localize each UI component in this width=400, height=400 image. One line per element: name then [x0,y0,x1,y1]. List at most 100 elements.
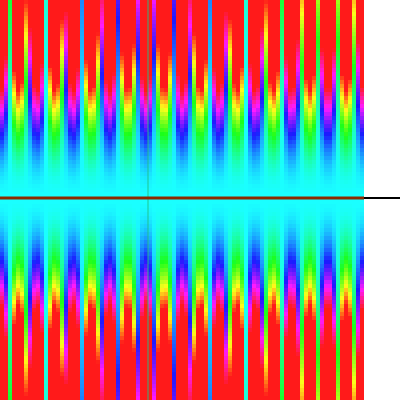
color-cell [324,132,328,136]
color-cell [176,88,180,92]
color-cell [44,80,48,84]
color-cell [340,76,344,80]
color-cell [336,204,340,208]
color-cell [168,136,172,140]
color-cell [96,144,100,148]
color-cell [128,48,132,52]
color-cell [128,8,132,12]
color-cell [112,124,116,128]
color-cell [164,64,168,68]
color-cell [36,12,40,16]
color-cell [152,84,156,88]
color-cell [348,92,352,96]
color-cell [128,148,132,152]
color-cell [280,212,284,216]
color-cell [288,216,292,220]
color-cell [24,144,28,148]
color-cell [168,44,172,48]
color-cell [176,28,180,32]
color-cell [356,192,360,196]
color-cell [72,76,76,80]
color-cell [200,184,204,188]
color-cell [148,100,152,104]
color-cell [356,156,360,160]
color-cell [124,104,128,108]
color-cell [292,64,296,68]
color-cell [44,140,48,144]
color-cell [208,192,212,196]
color-cell [248,116,252,120]
color-cell [28,96,32,100]
color-cell [36,128,40,132]
color-cell [280,144,284,148]
color-cell [348,172,352,176]
color-cell [300,24,304,28]
color-cell [248,44,252,48]
color-cell [312,120,316,124]
color-cell [64,8,68,12]
color-cell [300,108,304,112]
color-cell [256,152,260,156]
color-cell [72,36,76,40]
color-cell [144,64,148,68]
color-cell [288,164,292,168]
color-cell [60,204,64,208]
color-cell [220,124,224,128]
color-cell [344,44,348,48]
color-cell [116,192,120,196]
color-cell [104,188,108,192]
color-cell [148,28,152,32]
color-cell [164,160,168,164]
color-cell [236,100,240,104]
color-cell [316,12,320,16]
color-cell [232,80,236,84]
color-cell [232,148,236,152]
color-cell [92,68,96,72]
color-cell [348,36,352,40]
color-cell [72,12,76,16]
color-cell [0,56,4,60]
color-cell [328,20,332,24]
color-cell [248,128,252,132]
color-cell [28,200,32,204]
color-cell [88,88,92,92]
color-cell [76,156,80,160]
color-cell [304,208,308,212]
color-cell [176,96,180,100]
color-cell [4,164,8,168]
color-cell [296,112,300,116]
color-cell [352,156,356,160]
color-cell [300,208,304,212]
color-cell [132,156,136,160]
color-cell [152,184,156,188]
color-cell [68,188,72,192]
color-cell [96,4,100,8]
color-cell [200,128,204,132]
color-cell [40,128,44,132]
color-cell [324,164,328,168]
color-cell [196,180,200,184]
color-cell [228,144,232,148]
color-cell [256,0,260,4]
color-cell [60,68,64,72]
color-cell [100,148,104,152]
color-cell [136,88,140,92]
color-cell [120,180,124,184]
color-cell [76,204,80,208]
color-cell [164,28,168,32]
color-cell [332,68,336,72]
color-cell [312,100,316,104]
color-cell [184,108,188,112]
color-cell [124,204,128,208]
color-cell [288,72,292,76]
color-cell [20,112,24,116]
color-cell [40,12,44,16]
color-cell [120,148,124,152]
color-cell [80,8,84,12]
color-cell [72,132,76,136]
color-cell [152,140,156,144]
color-cell [300,124,304,128]
color-cell [356,32,360,36]
color-cell [280,68,284,72]
color-cell [172,164,176,168]
